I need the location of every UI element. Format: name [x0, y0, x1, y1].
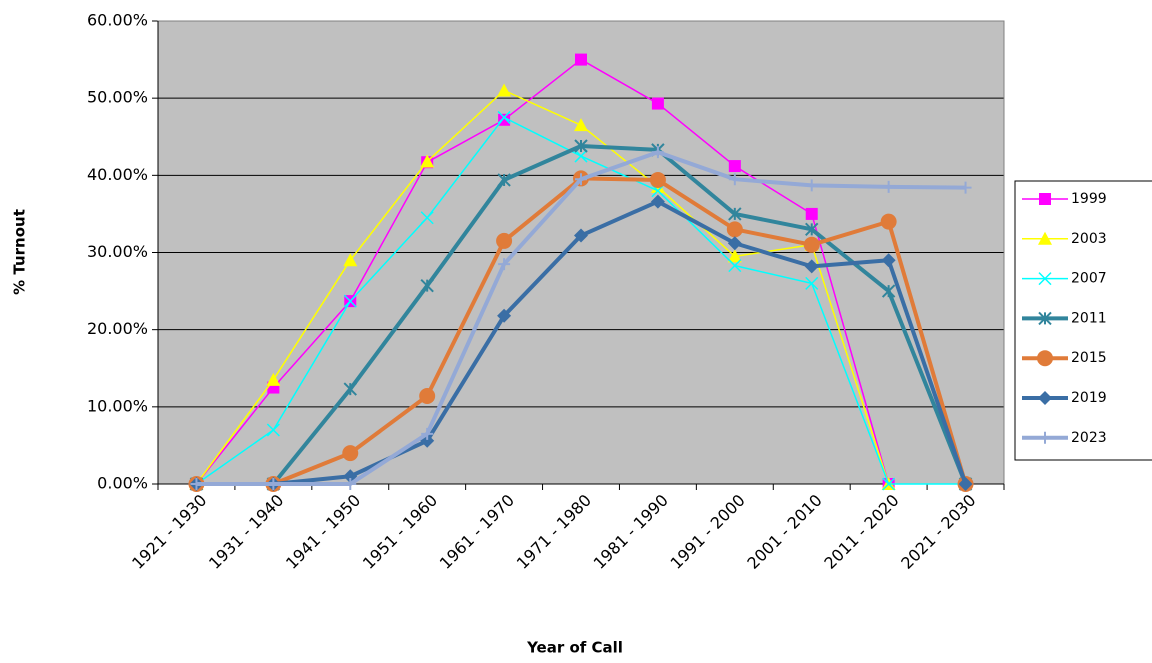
- legend-label: 2023: [1071, 430, 1107, 446]
- marker: [959, 181, 972, 194]
- marker: [190, 478, 203, 490]
- marker: [497, 83, 512, 97]
- marker: [498, 258, 511, 271]
- marker: [420, 154, 435, 168]
- marker: [805, 222, 819, 237]
- legend-label: 1999: [1071, 191, 1107, 207]
- marker: [344, 478, 357, 490]
- marker: [728, 259, 742, 273]
- y-tick-label: 30.00%: [87, 242, 148, 261]
- marker: [727, 236, 742, 251]
- y-tick-label: 60.00%: [87, 11, 148, 30]
- legend-label: 2011: [1071, 310, 1107, 326]
- marker: [342, 445, 359, 462]
- x-tick-label: 2001 - 2010: [743, 491, 825, 573]
- marker: [421, 427, 434, 440]
- marker: [266, 423, 280, 437]
- x-tick-label: 1941 - 1950: [282, 491, 364, 573]
- marker: [574, 139, 588, 153]
- x-tick-label: 1951 - 1960: [359, 491, 441, 573]
- x-tick-label: 1921 - 1930: [128, 491, 210, 573]
- y-tick-label: 10.00%: [87, 396, 148, 415]
- marker: [1039, 193, 1051, 205]
- x-tick-label: 1971 - 1980: [513, 491, 595, 573]
- marker: [958, 477, 973, 491]
- marker: [881, 284, 896, 298]
- series-line: [195, 58, 890, 485]
- marker: [805, 179, 818, 192]
- x-tick-label: 1961 - 1970: [436, 491, 518, 573]
- marker: [1038, 311, 1052, 326]
- marker: [1038, 272, 1052, 286]
- marker: [726, 221, 743, 238]
- series-line: [195, 89, 890, 485]
- marker: [649, 171, 666, 188]
- x-axis-title: Year of Call: [526, 639, 623, 657]
- marker: [805, 276, 819, 290]
- marker: [343, 253, 358, 267]
- legend-label: 2007: [1071, 271, 1107, 287]
- marker: [575, 173, 587, 186]
- marker: [1038, 391, 1052, 405]
- marker: [728, 173, 741, 186]
- marker: [803, 236, 820, 253]
- marker: [728, 160, 741, 173]
- marker: [650, 194, 665, 209]
- marker: [805, 207, 818, 220]
- y-tick-label: 50.00%: [87, 88, 148, 107]
- marker: [496, 232, 513, 249]
- marker: [343, 294, 357, 308]
- marker: [1037, 350, 1053, 367]
- marker: [266, 372, 281, 386]
- x-tick-label: 1931 - 1940: [205, 491, 287, 573]
- marker: [651, 146, 664, 159]
- legend-box: [1014, 180, 1152, 461]
- marker: [420, 278, 434, 293]
- marker: [420, 211, 434, 225]
- y-tick-label: 20.00%: [87, 319, 148, 338]
- marker: [882, 180, 895, 193]
- y-tick-label: 0.00%: [97, 474, 148, 493]
- marker: [575, 53, 587, 66]
- marker: [343, 382, 357, 396]
- marker: [419, 388, 436, 405]
- marker: [574, 118, 588, 132]
- marker: [497, 308, 512, 323]
- marker: [267, 478, 280, 490]
- marker: [804, 259, 819, 274]
- legend-label: 2015: [1071, 350, 1107, 366]
- x-tick-label: 1981 - 1990: [590, 491, 672, 573]
- marker: [574, 228, 588, 243]
- marker: [727, 249, 742, 263]
- marker: [881, 253, 896, 268]
- marker: [651, 97, 664, 110]
- marker: [574, 149, 588, 163]
- marker: [497, 173, 511, 187]
- y-tick-label: 40.00%: [87, 165, 148, 184]
- marker: [497, 110, 511, 124]
- marker: [498, 113, 511, 126]
- marker: [1039, 431, 1051, 444]
- marker: [728, 207, 742, 221]
- legend-label: 2019: [1071, 390, 1107, 406]
- marker: [1038, 231, 1052, 245]
- legend-label: 2003: [1071, 231, 1107, 247]
- x-tick-label: 1991 - 2000: [667, 491, 749, 573]
- x-tick-label: 2011 - 2020: [820, 491, 902, 573]
- y-axis-title: % Turnout: [11, 209, 29, 295]
- x-tick-label: 2021 - 2030: [897, 491, 979, 573]
- marker: [880, 213, 897, 230]
- marker: [882, 477, 896, 491]
